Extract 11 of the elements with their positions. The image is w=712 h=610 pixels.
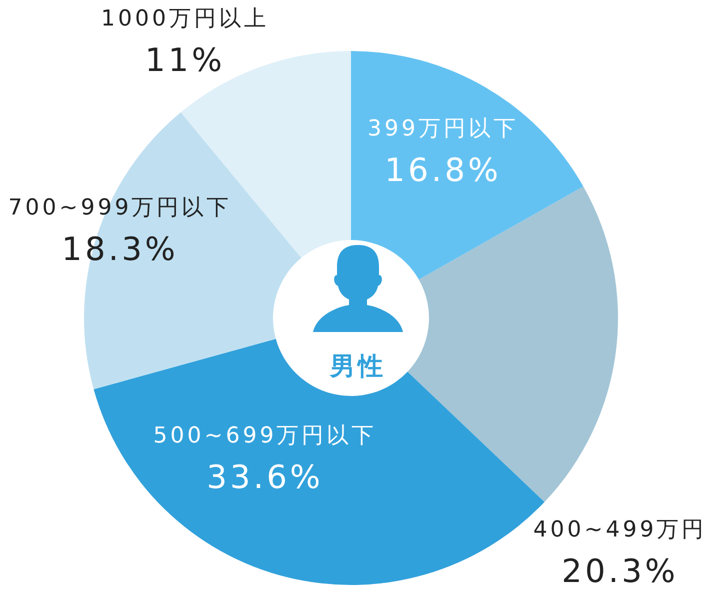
data-label: 20.3% [562,552,678,590]
data-label: 33.6% [206,458,324,496]
data-label: 18.3% [62,230,178,268]
slice-label: 1000万円以上 [101,6,269,32]
slice-label: 400~499万円 [533,518,707,542]
slice-label: 399万円以下 [368,116,518,142]
slice-label: 500~699万円以下 [153,424,377,448]
data-label: 16.8% [384,151,502,189]
slice-label: 700~999万円以下 [8,196,232,220]
data-label: 11% [144,41,226,79]
text: 男性 [329,352,386,380]
